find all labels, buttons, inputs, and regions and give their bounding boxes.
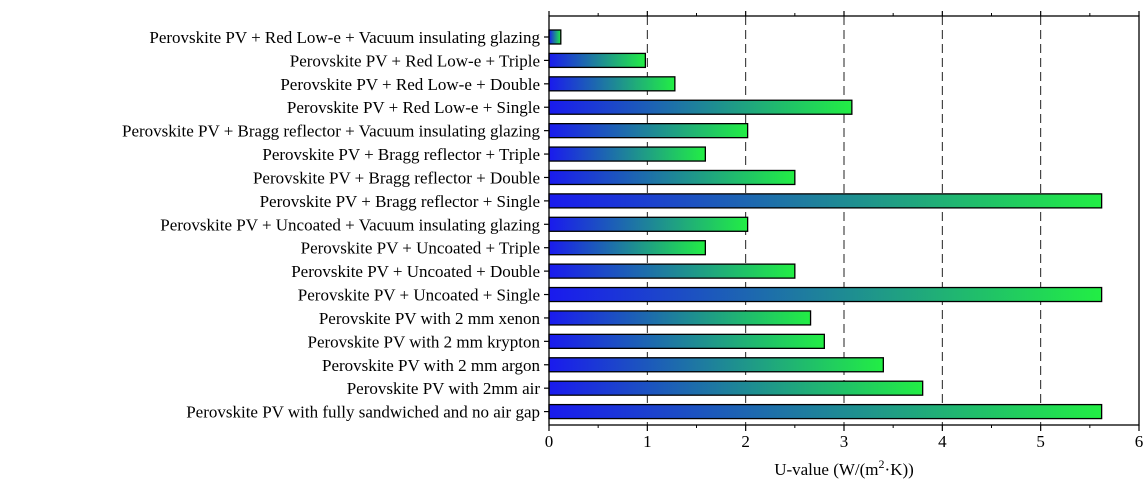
bar <box>548 99 853 115</box>
bar <box>548 310 812 326</box>
x-axis-title-main: U-value (W/(m <box>774 460 878 479</box>
bar <box>548 216 749 232</box>
bar <box>548 403 1103 420</box>
bar <box>548 52 647 69</box>
category-label: Perovskite PV + Bragg reflector + Double <box>253 168 540 187</box>
category-label: Perovskite PV + Bragg reflector + Vacuum… <box>122 122 540 141</box>
x-tick-label: 2 <box>741 432 750 451</box>
category-label: Perovskite PV + Red Low-e + Triple <box>290 51 540 70</box>
category-label: Perovskite PV with 2 mm xenon <box>319 309 541 328</box>
x-tick-label: 5 <box>1036 432 1045 451</box>
category-labels: Perovskite PV + Red Low-e + Vacuum insul… <box>122 28 540 422</box>
bar <box>548 286 1103 303</box>
bar <box>548 333 825 350</box>
bar <box>548 29 562 45</box>
x-tick-label: 1 <box>643 432 652 451</box>
x-tick-labels: 0 1 2 3 4 5 6 <box>545 432 1144 451</box>
bar <box>548 357 884 373</box>
axis-ticks <box>544 11 1140 431</box>
category-label: Perovskite PV + Uncoated + Vacuum insula… <box>160 215 540 234</box>
x-tick-label: 4 <box>938 432 947 451</box>
x-tick-label: 6 <box>1135 432 1144 451</box>
category-label: Perovskite PV + Red Low-e + Double <box>280 75 540 94</box>
x-tick-label: 3 <box>840 432 849 451</box>
category-label: Perovskite PV with 2mm air <box>347 379 541 398</box>
category-label: Perovskite PV with 2 mm argon <box>322 356 541 375</box>
category-label: Perovskite PV + Uncoated + Double <box>291 262 540 281</box>
x-axis-title: U-value (W/(m2·K)) <box>774 457 914 479</box>
category-label: Perovskite PV + Uncoated + Single <box>298 286 540 305</box>
category-label: Perovskite PV + Red Low-e + Vacuum insul… <box>149 28 540 47</box>
x-axis-title-sup: 2 <box>879 457 885 471</box>
category-label: Perovskite PV + Bragg reflector + Single <box>260 192 540 211</box>
category-label: Perovskite PV with fully sandwiched and … <box>186 403 540 422</box>
bar <box>548 169 796 186</box>
category-label: Perovskite PV with 2 mm krypton <box>308 332 541 351</box>
category-label: Perovskite PV + Red Low-e + Single <box>287 98 540 117</box>
bar <box>548 380 924 396</box>
bars <box>548 29 1103 420</box>
x-axis-title-tail: ·K)) <box>885 460 914 479</box>
bar <box>548 76 676 92</box>
bar <box>548 146 707 162</box>
bar <box>548 240 707 256</box>
category-label: Perovskite PV + Uncoated + Triple <box>301 239 540 258</box>
x-tick-label: 0 <box>545 432 554 451</box>
bar <box>548 263 796 279</box>
bar <box>548 193 1103 209</box>
bar <box>548 122 749 139</box>
category-label: Perovskite PV + Bragg reflector + Triple <box>262 145 540 164</box>
